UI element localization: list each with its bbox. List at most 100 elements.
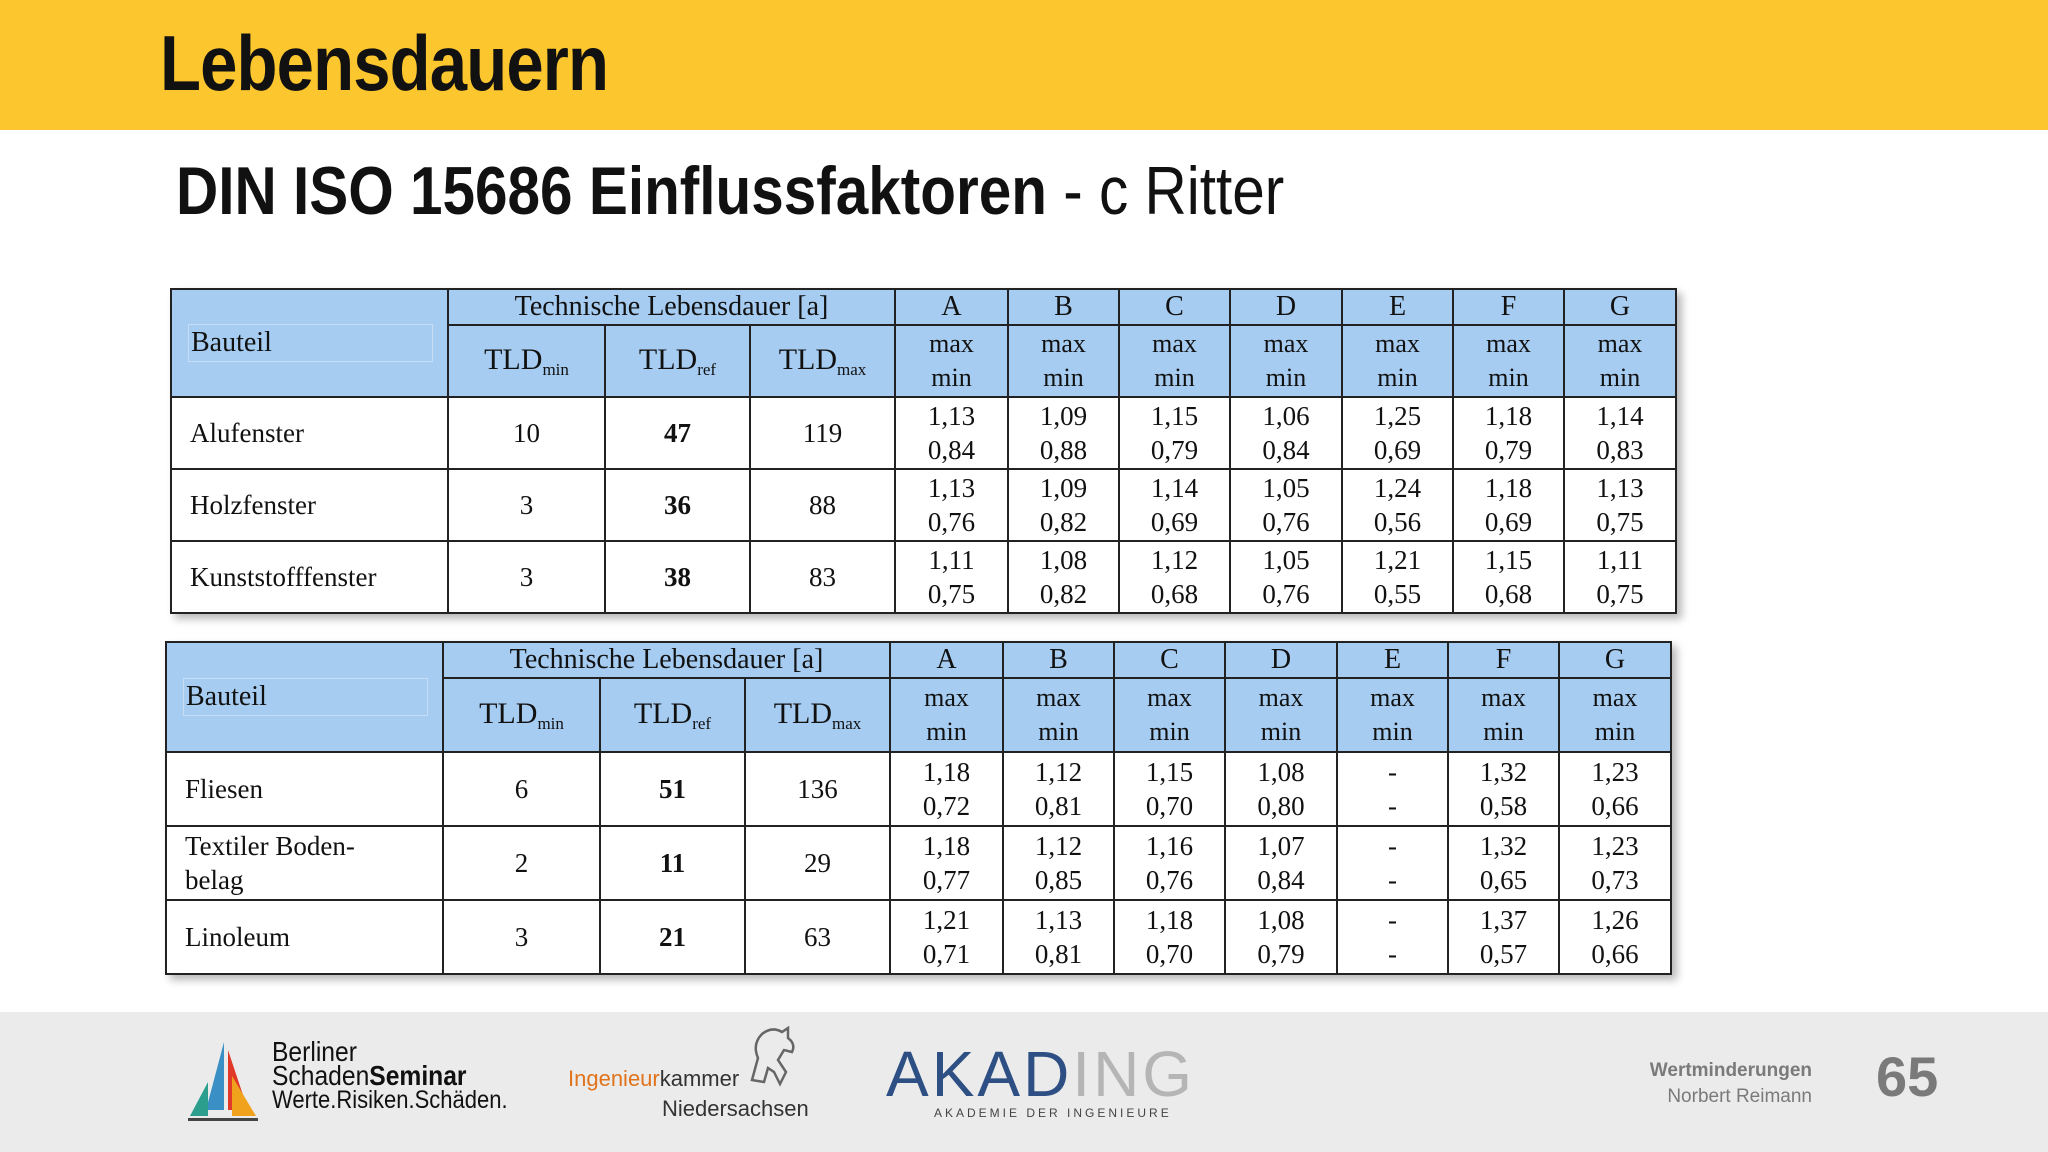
factor-min: 0,75 (927, 579, 976, 609)
header-max-min: max min (1113, 677, 1226, 753)
header-max-min: max min (1002, 677, 1115, 753)
header-max-min: max min (1336, 677, 1449, 753)
factor-min: 0,84 (1257, 865, 1305, 895)
slide-title: Lebensdauern (160, 19, 609, 107)
factor-values: 1,23 0,73 (1558, 825, 1672, 901)
factor-values: 1,12 0,81 (1002, 751, 1115, 827)
factor-max: 1,21 (922, 905, 971, 935)
factor-max: 1,15 (1145, 757, 1194, 787)
factor-max: 1,07 (1257, 831, 1305, 861)
table-row: Textiler Boden-belag 2 11 29 1,18 0,77 1,12 0,8… (165, 825, 1672, 901)
header-max-min: max min (1452, 324, 1565, 398)
factor-values: -- (1336, 899, 1449, 975)
factor-max: 1,13 (1596, 473, 1644, 503)
factor-values: 1,37 0,57 (1447, 899, 1560, 975)
factor-min: 0,82 (1039, 579, 1088, 609)
factor-min: 0,55 (1373, 579, 1422, 609)
lifetime-table-floors-wrapper: Bauteil Technische Lebensdauer [a] A B C D E F G… (165, 641, 1672, 975)
lifetime-table: Bauteil Technische Lebensdauer [a] A B C D E F G… (165, 641, 1672, 975)
tld-ref-value: 11 (599, 825, 746, 901)
factor-values: 1,21 0,71 (889, 899, 1004, 975)
factor-values: 1,08 0,80 (1224, 751, 1338, 827)
factor-min: 0,75 (1596, 507, 1644, 537)
factor-values: 1,11 0,75 (1563, 540, 1677, 614)
factor-min: 0,88 (1039, 435, 1088, 465)
header-tld-ref: TLDref (599, 677, 746, 753)
factor-max: 1,12 (1034, 757, 1083, 787)
factor-max: 1,16 (1145, 831, 1194, 861)
factor-values: 1,05 0,76 (1229, 468, 1343, 542)
header-max-min: max min (1229, 324, 1343, 398)
header-factor: E (1336, 641, 1449, 679)
factor-min: 0,84 (1262, 435, 1310, 465)
factor-max: 1,13 (927, 473, 976, 503)
header-factor: G (1558, 641, 1672, 679)
header-factor: B (1007, 288, 1120, 326)
factor-values: 1,32 0,65 (1447, 825, 1560, 901)
bss-line-3: Werte.Risiken.Schäden. (272, 1086, 508, 1114)
factor-min: 0,65 (1479, 865, 1528, 895)
factor-min: 0,56 (1373, 507, 1422, 537)
factor-values: 1,06 0,84 (1229, 396, 1343, 470)
factor-min: - (1388, 791, 1397, 821)
factor-values: 1,12 0,68 (1118, 540, 1231, 614)
tld-min-value: 3 (447, 468, 606, 542)
factor-min: 0,81 (1034, 939, 1083, 969)
factor-values: 1,32 0,58 (1447, 751, 1560, 827)
tld-ref-value: 38 (604, 540, 751, 614)
factor-values: 1,07 0,84 (1224, 825, 1338, 901)
bss-line-1: Berliner (272, 1036, 357, 1067)
subtitle-author: - c Ritter (1063, 153, 1285, 229)
factor-max: - (1388, 905, 1397, 935)
header-tld-min: TLDmin (447, 324, 606, 398)
header-factor: F (1447, 641, 1560, 679)
header-factor: D (1224, 641, 1338, 679)
akading-logo: AKADING AKADEMIE DER INGENIEURE (886, 1040, 1206, 1120)
factor-values: 1,16 0,76 (1113, 825, 1226, 901)
factor-values: 1,14 0,69 (1118, 468, 1231, 542)
factor-min: - (1388, 865, 1397, 895)
akading-tagline: AKADEMIE DER INGENIEURE (934, 1106, 1172, 1120)
header-tld-min: TLDmin (442, 677, 601, 753)
factor-max: 1,12 (1034, 831, 1083, 861)
factor-values: 1,21 0,55 (1341, 540, 1454, 614)
header-factor: F (1452, 288, 1565, 326)
header-max-min: max min (1447, 677, 1560, 753)
factor-min: 0,66 (1591, 939, 1639, 969)
footer-topic: Wertminderungen (1649, 1060, 1812, 1081)
factor-min: 0,85 (1034, 865, 1083, 895)
factor-values: 1,08 0,82 (1007, 540, 1120, 614)
factor-max: 1,05 (1262, 473, 1310, 503)
header-max-min: max min (1563, 324, 1677, 398)
factor-max: 1,37 (1479, 905, 1528, 935)
factor-values: 1,23 0,66 (1558, 751, 1672, 827)
title-bar: Lebensdauern (0, 0, 2048, 130)
factor-max: 1,23 (1591, 831, 1639, 861)
horse-icon (750, 1025, 795, 1087)
factor-values: 1,08 0,79 (1224, 899, 1338, 975)
header-factor: C (1118, 288, 1231, 326)
factor-min: 0,68 (1150, 579, 1199, 609)
factor-max: 1,09 (1039, 473, 1088, 503)
factor-values: 1,09 0,82 (1007, 468, 1120, 542)
header-factor: E (1341, 288, 1454, 326)
factor-max: 1,08 (1257, 905, 1305, 935)
tld-ref-value: 21 (599, 899, 746, 975)
factor-max: - (1388, 757, 1397, 787)
tld-max-value: 88 (749, 468, 896, 542)
factor-min: 0,70 (1145, 791, 1194, 821)
factor-min: 0,73 (1591, 865, 1639, 895)
factor-max: 1,18 (1484, 401, 1533, 431)
ik-line-2: Niedersachsen (662, 1096, 809, 1121)
factor-values: 1,13 0,76 (894, 468, 1009, 542)
factor-values: 1,13 0,84 (894, 396, 1009, 470)
factor-min: 0,69 (1373, 435, 1422, 465)
factor-max: 1,18 (922, 757, 971, 787)
factor-max: 1,11 (928, 545, 975, 575)
footer-bar (0, 1012, 2048, 1152)
factor-min: 0,72 (922, 791, 971, 821)
component-name: Kunststofffenster (170, 540, 449, 614)
tld-max-value: 29 (744, 825, 891, 901)
factor-values: 1,26 0,66 (1558, 899, 1672, 975)
factor-min: - (1388, 939, 1397, 969)
